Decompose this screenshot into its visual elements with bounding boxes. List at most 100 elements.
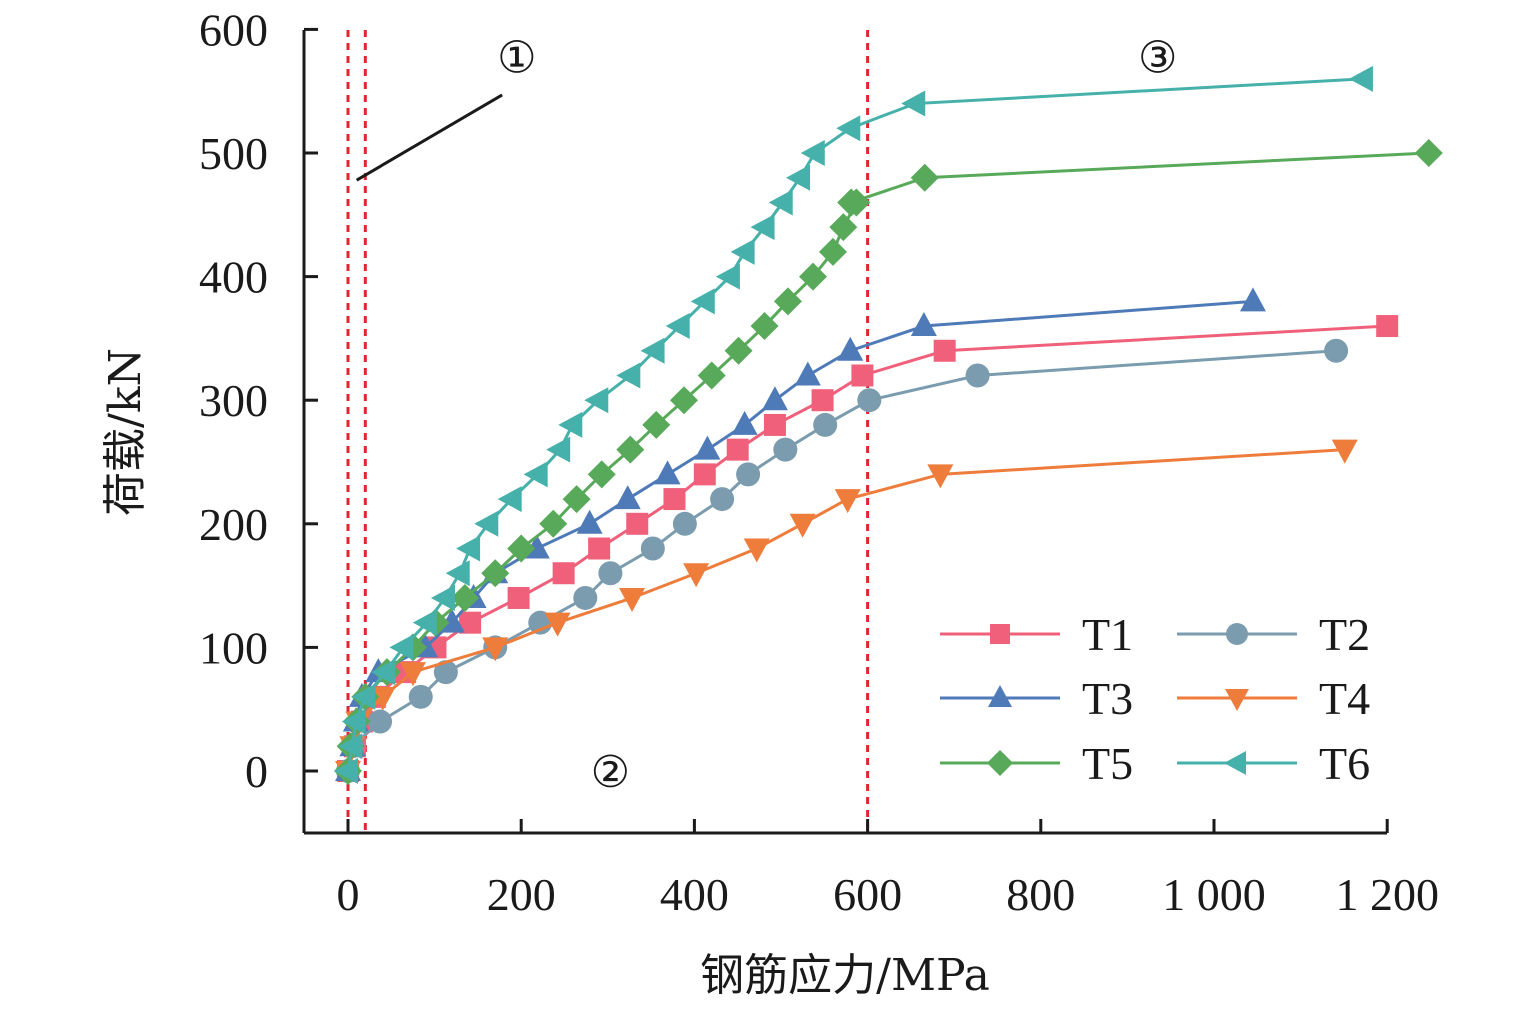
data-point [836, 115, 861, 142]
data-point [341, 708, 366, 735]
data-point [663, 488, 686, 511]
data-point [965, 363, 990, 388]
legend: T1 T2 T3 T4 T5 T6 [940, 609, 1370, 789]
data-point [794, 361, 821, 386]
data-point [697, 361, 726, 390]
y-tick-label: 100 [199, 622, 268, 673]
data-point [576, 509, 603, 534]
reference-lines [346, 30, 870, 833]
data-point [562, 485, 591, 514]
x-tick-label: 800 [1006, 869, 1075, 920]
x-tick-label: 400 [660, 869, 729, 920]
data-point [901, 90, 926, 117]
x-tick-label: 200 [487, 869, 556, 920]
data-point [1324, 338, 1349, 363]
data-point [399, 662, 426, 687]
data-point [456, 535, 481, 562]
y-tick-label: 200 [199, 499, 268, 550]
data-point [573, 585, 598, 610]
data-point [724, 336, 753, 365]
data-point [584, 387, 609, 414]
data-point [433, 660, 458, 685]
data-point [552, 562, 575, 585]
data-point [587, 460, 616, 489]
data-point [1414, 139, 1443, 167]
data-point [736, 462, 761, 487]
x-tick-label: 1 200 [1335, 869, 1439, 920]
data-point [482, 637, 509, 662]
series-t5 [334, 139, 1443, 785]
axes [302, 30, 1387, 835]
data-point [799, 262, 828, 291]
data-point [1331, 439, 1358, 464]
data-point [731, 410, 758, 435]
data-point [768, 189, 793, 216]
data-point [459, 611, 482, 634]
data-point [614, 485, 641, 510]
x-tick-label: 1 000 [1162, 869, 1266, 920]
data-point [369, 686, 396, 711]
legend-item-t1: T1 [940, 609, 1133, 660]
data-point [710, 487, 735, 512]
data-point [408, 684, 433, 709]
region-label: ③ [1138, 33, 1177, 84]
legend-marker [987, 750, 1013, 776]
legend-item-t2: T2 [1177, 609, 1370, 660]
annotations: ① ② ③ [355, 33, 1177, 798]
data-point [1376, 315, 1399, 338]
data-point [371, 659, 396, 686]
data-point [694, 435, 721, 460]
data-point [338, 733, 363, 760]
data-point [773, 437, 798, 462]
data-point [642, 410, 671, 439]
y-tick-label: 0 [245, 746, 268, 797]
data-point [786, 164, 811, 191]
data-point [546, 436, 571, 463]
x-tick-label: 0 [337, 869, 360, 920]
legend-marker [988, 685, 1012, 707]
legend-marker [1226, 623, 1248, 645]
data-point [813, 412, 838, 437]
data-point [626, 512, 649, 535]
data-point [474, 510, 499, 537]
y-tick-label: 400 [199, 252, 268, 303]
data-point [654, 460, 681, 485]
data-point [497, 486, 522, 513]
data-point [507, 586, 530, 609]
legend-label: T5 [1082, 738, 1133, 789]
y-tick-label: 300 [199, 375, 268, 426]
data-point [837, 336, 864, 361]
data-point [910, 312, 937, 337]
region-label: ② [591, 747, 630, 798]
data-point [1239, 287, 1266, 312]
data-point [715, 263, 740, 290]
data-point [1348, 65, 1373, 92]
data-point [672, 511, 697, 536]
data-point [750, 312, 779, 341]
y-tick-label: 500 [199, 128, 268, 179]
data-point [558, 411, 583, 438]
data-point [789, 513, 816, 538]
data-point [389, 634, 414, 661]
x-tick-label: 600 [833, 869, 902, 920]
data-point [910, 163, 939, 192]
legend-label: T2 [1319, 609, 1370, 660]
data-point [598, 561, 623, 586]
data-point [834, 489, 861, 514]
data-point [507, 534, 536, 563]
data-point [761, 386, 788, 411]
data-point [481, 559, 510, 588]
x-axis-title: 钢筋应力/MPa [700, 950, 990, 1001]
data-point [857, 388, 882, 413]
legend-label: T4 [1319, 673, 1370, 724]
legend-item-t5: T5 [940, 738, 1133, 789]
data-point [351, 683, 376, 710]
data-point [763, 413, 786, 436]
data-point [640, 337, 665, 364]
legend-label: T1 [1082, 609, 1133, 660]
data-point [445, 560, 470, 587]
data-point [690, 288, 715, 315]
data-point [539, 509, 568, 538]
data-point [544, 612, 571, 637]
